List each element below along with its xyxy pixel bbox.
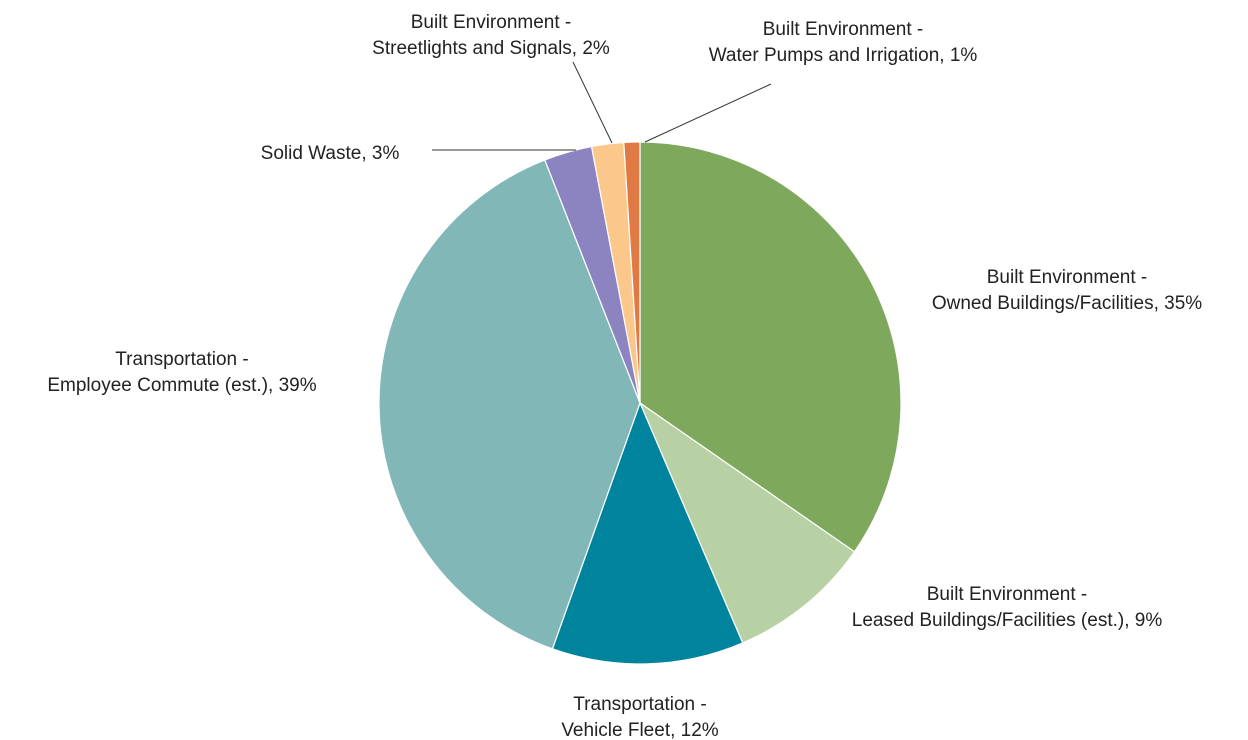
slice-label: Built Environment - Owned Buildings/Facil… xyxy=(932,267,1202,314)
pie-slice xyxy=(623,141,641,404)
slice-label-detail: Owned Buildings/Facilities, 35% xyxy=(932,293,1202,314)
slice-label-category: Built Environment - xyxy=(927,584,1088,605)
slice-label-category: Built Environment - xyxy=(411,12,572,33)
slice-label: Transportation - Vehicle Fleet, 12% xyxy=(561,694,718,740)
slice-label-detail: Streetlights and Signals, 2% xyxy=(372,38,610,59)
pie-slice xyxy=(638,401,856,644)
slice-label-detail: Water Pumps and Irrigation, 1% xyxy=(709,45,978,66)
slice-label: Built Environment - Leased Buildings/Faci… xyxy=(852,584,1163,631)
slice-label: Built Environment - Streetlights and Sign… xyxy=(372,12,610,59)
slice-label-category: Built Environment - xyxy=(987,267,1148,288)
slice-label-detail: Vehicle Fleet, 12% xyxy=(561,720,718,740)
pie-slices xyxy=(378,141,902,665)
pie-slice xyxy=(551,401,744,665)
pie-slice xyxy=(639,141,902,553)
leader-line xyxy=(644,83,772,143)
leader-lines xyxy=(432,61,772,151)
slice-label-category: Built Environment - xyxy=(763,19,924,40)
slice-label-detail: Leased Buildings/Facilities (est.), 9% xyxy=(852,610,1163,631)
slice-label-category: Transportation - xyxy=(115,349,248,370)
slice-label-detail: Solid Waste, 3% xyxy=(261,143,400,164)
pie-slice xyxy=(378,159,641,650)
slice-label-detail: Employee Commute (est.), 39% xyxy=(47,375,316,396)
slice-label: Built Environment - Water Pumps and Irrig… xyxy=(709,19,978,66)
leader-line xyxy=(572,61,613,144)
slice-labels: Built Environment - Owned Buildings/Facil… xyxy=(47,12,1202,740)
slice-label: Solid Waste, 3% xyxy=(261,143,400,164)
slice-label-category: Transportation - xyxy=(573,694,706,715)
slice-label: Transportation - Employee Commute (est.),… xyxy=(47,349,316,396)
